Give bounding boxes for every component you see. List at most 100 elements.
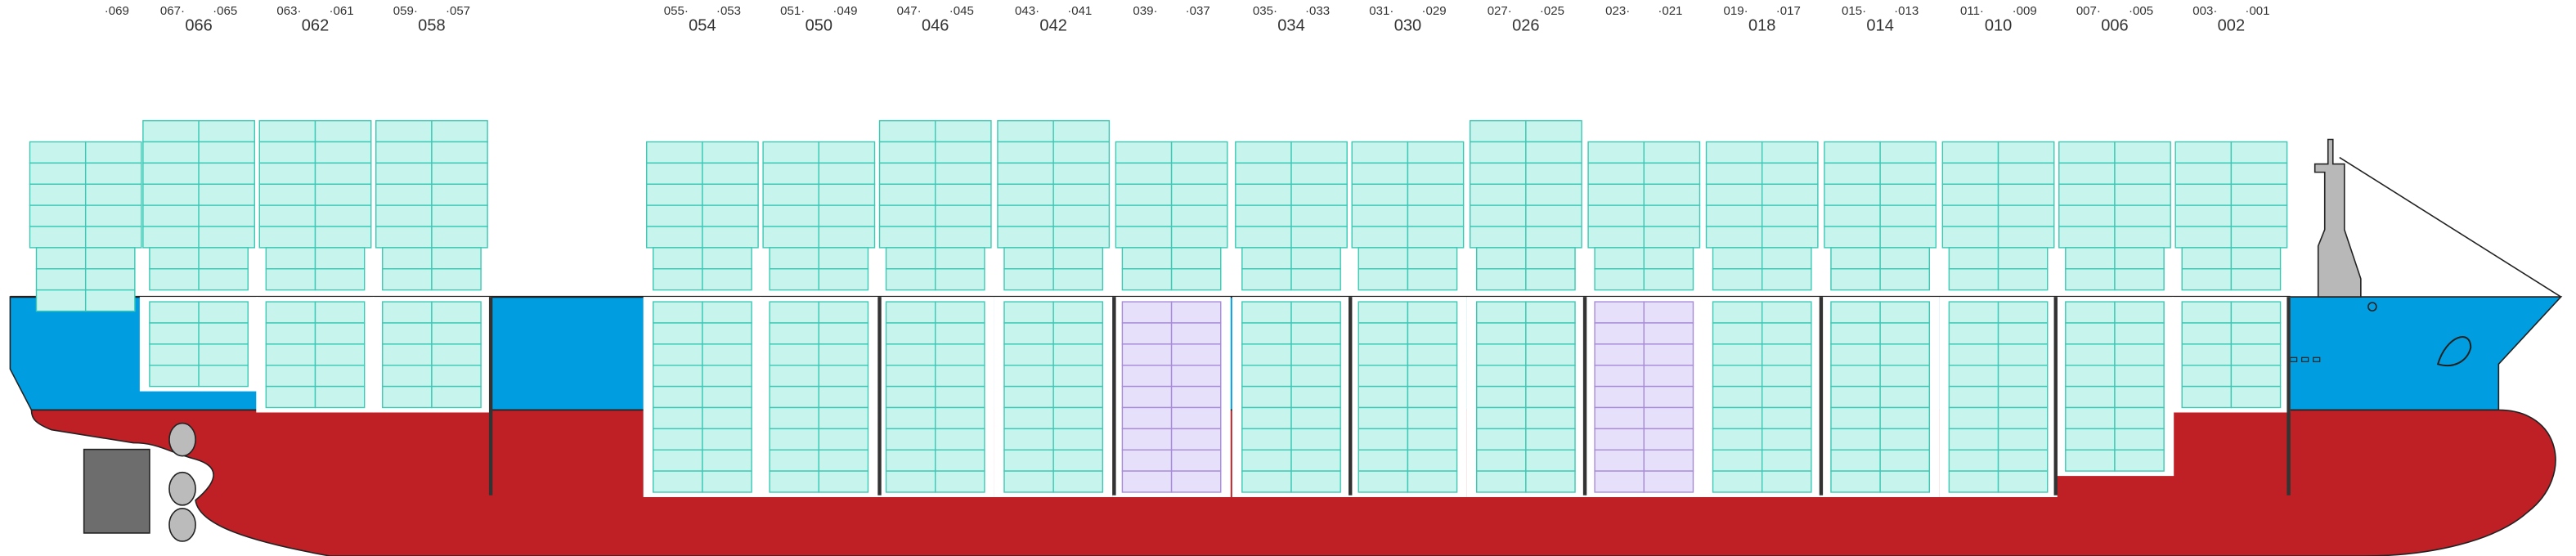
container bbox=[1997, 183, 2055, 206]
container bbox=[1879, 322, 1931, 345]
container bbox=[1761, 162, 1819, 185]
container bbox=[1587, 204, 1645, 227]
bay-fwd-label: 055· bbox=[664, 4, 689, 18]
container bbox=[1712, 428, 1763, 451]
container bbox=[2065, 385, 2116, 409]
container bbox=[1525, 301, 1576, 324]
port bbox=[2301, 356, 2309, 362]
container bbox=[702, 406, 752, 430]
container bbox=[885, 428, 936, 451]
container bbox=[142, 141, 200, 164]
container bbox=[935, 226, 992, 249]
bay-aft-label: ·057 bbox=[446, 4, 470, 18]
container bbox=[653, 449, 703, 472]
container bbox=[2114, 365, 2165, 388]
container bbox=[1170, 301, 1222, 324]
container bbox=[1003, 365, 1054, 388]
container bbox=[1948, 428, 1999, 451]
container bbox=[653, 385, 703, 409]
container bbox=[1170, 247, 1222, 270]
container bbox=[1475, 365, 1527, 388]
container bbox=[1761, 385, 1812, 409]
container bbox=[1824, 141, 1881, 164]
container bbox=[1003, 385, 1054, 409]
container bbox=[431, 247, 482, 270]
container bbox=[1241, 301, 1292, 324]
container bbox=[198, 301, 249, 324]
container bbox=[1643, 449, 1694, 472]
container bbox=[1525, 322, 1576, 345]
container bbox=[84, 204, 142, 227]
container bbox=[818, 247, 869, 270]
container bbox=[1003, 301, 1054, 324]
container bbox=[1170, 204, 1228, 227]
container bbox=[2058, 162, 2116, 185]
container bbox=[2114, 268, 2165, 291]
container bbox=[382, 268, 433, 291]
container bbox=[1761, 204, 1819, 227]
container bbox=[314, 226, 372, 249]
container bbox=[1761, 141, 1819, 164]
container bbox=[1594, 385, 1645, 409]
container bbox=[382, 343, 433, 366]
container bbox=[1351, 141, 1409, 164]
container bbox=[375, 204, 433, 227]
container bbox=[818, 449, 869, 472]
container bbox=[1052, 322, 1104, 345]
container bbox=[1997, 204, 2055, 227]
container bbox=[84, 183, 142, 206]
container bbox=[1475, 406, 1527, 430]
container bbox=[1830, 385, 1881, 409]
container bbox=[1761, 365, 1812, 388]
container bbox=[1525, 385, 1576, 409]
container bbox=[818, 385, 869, 409]
container bbox=[2065, 343, 2116, 366]
container bbox=[1643, 268, 1694, 291]
bay-number: 014 bbox=[1866, 16, 1893, 34]
container bbox=[1121, 322, 1173, 345]
container bbox=[653, 470, 703, 493]
container bbox=[314, 301, 366, 324]
container bbox=[702, 322, 752, 345]
container bbox=[1997, 268, 2049, 291]
container bbox=[1879, 268, 1931, 291]
container bbox=[258, 183, 316, 206]
container bbox=[1525, 449, 1576, 472]
cargo bbox=[29, 119, 2291, 497]
container bbox=[1290, 449, 1341, 472]
bay-number: 042 bbox=[1039, 16, 1066, 34]
container bbox=[1594, 449, 1645, 472]
container bbox=[1879, 365, 1931, 388]
container bbox=[818, 428, 869, 451]
container bbox=[84, 226, 142, 249]
container bbox=[198, 268, 249, 291]
container bbox=[1879, 449, 1931, 472]
propeller bbox=[168, 471, 196, 506]
container bbox=[1170, 365, 1222, 388]
container bbox=[1594, 365, 1645, 388]
bay-fwd-label: 035· bbox=[1253, 4, 1277, 18]
container bbox=[1997, 226, 2055, 249]
container bbox=[2181, 247, 2233, 270]
container bbox=[431, 119, 488, 143]
container bbox=[1643, 385, 1694, 409]
container bbox=[885, 449, 936, 472]
container bbox=[1941, 141, 1999, 164]
container bbox=[198, 365, 249, 388]
container bbox=[314, 385, 366, 409]
container bbox=[2181, 343, 2233, 366]
container bbox=[1525, 162, 1582, 185]
container bbox=[818, 226, 876, 249]
container bbox=[702, 428, 752, 451]
container bbox=[375, 141, 433, 164]
container bbox=[702, 141, 759, 164]
container bbox=[1830, 301, 1881, 324]
container bbox=[1761, 449, 1812, 472]
container bbox=[1587, 162, 1645, 185]
bay-aft-label: ·013 bbox=[1894, 4, 1919, 18]
container bbox=[2174, 183, 2233, 206]
container bbox=[2114, 406, 2165, 430]
container bbox=[431, 268, 482, 291]
container bbox=[1997, 247, 2049, 270]
container bbox=[1824, 183, 1881, 206]
